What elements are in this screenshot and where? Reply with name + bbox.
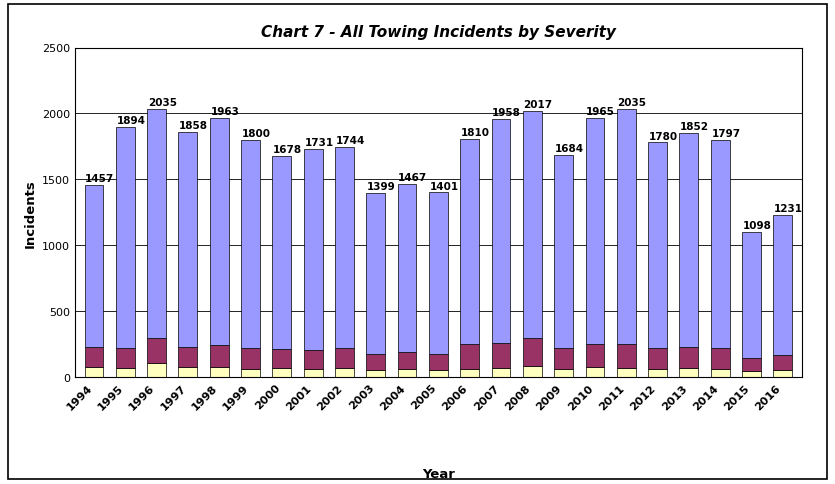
Bar	[680, 368, 698, 378]
Text: 1731: 1731	[304, 137, 333, 148]
Bar	[680, 134, 698, 347]
X-axis label: Year: Year	[422, 467, 455, 480]
Text: 1963: 1963	[210, 107, 240, 117]
Bar	[84, 368, 104, 378]
Bar	[147, 339, 166, 363]
Bar	[304, 150, 322, 350]
Bar	[335, 348, 354, 368]
Bar	[84, 347, 104, 368]
Bar	[742, 371, 761, 378]
Text: 1744: 1744	[336, 136, 365, 146]
Bar	[179, 368, 197, 378]
Bar	[648, 143, 667, 348]
Text: 1098: 1098	[743, 221, 772, 231]
Y-axis label: Incidents: Incidents	[23, 179, 37, 247]
Text: 1858: 1858	[179, 121, 208, 131]
Text: 1810: 1810	[461, 127, 490, 137]
Bar	[397, 369, 417, 378]
Text: 1678: 1678	[273, 145, 302, 155]
Text: 1399: 1399	[367, 182, 396, 191]
Text: 2035: 2035	[617, 98, 646, 107]
Bar	[617, 345, 635, 368]
Bar	[241, 369, 260, 378]
Bar	[272, 349, 291, 368]
Text: 1401: 1401	[429, 181, 458, 191]
Text: 2035: 2035	[148, 98, 177, 107]
Title: Chart 7 - All Towing Incidents by Severity: Chart 7 - All Towing Incidents by Severi…	[261, 25, 616, 40]
Bar	[523, 366, 542, 378]
Bar	[367, 354, 385, 370]
Bar	[711, 141, 730, 348]
Text: 1852: 1852	[680, 122, 709, 132]
Bar	[773, 215, 792, 355]
Bar	[711, 369, 730, 378]
Bar	[523, 339, 542, 366]
Bar	[554, 348, 573, 369]
Text: 1467: 1467	[398, 172, 428, 182]
Bar	[367, 193, 385, 354]
Text: 1457: 1457	[85, 174, 114, 184]
Bar	[147, 363, 166, 378]
Text: 1780: 1780	[649, 131, 678, 141]
Bar	[523, 112, 542, 339]
Bar	[742, 233, 761, 358]
Bar	[429, 193, 448, 354]
Bar	[84, 186, 104, 347]
Bar	[492, 120, 510, 343]
Bar	[680, 347, 698, 368]
Text: 1800: 1800	[241, 129, 271, 138]
Bar	[460, 139, 479, 345]
Bar	[304, 370, 322, 378]
Bar	[397, 184, 417, 352]
Bar	[241, 140, 260, 348]
Bar	[147, 109, 166, 339]
Bar	[742, 358, 761, 371]
Bar	[617, 109, 635, 345]
Bar	[554, 369, 573, 378]
Text: 1958: 1958	[492, 108, 521, 118]
Bar	[367, 370, 385, 378]
Text: 1231: 1231	[774, 203, 803, 213]
Bar	[179, 133, 197, 347]
Bar	[272, 157, 291, 349]
Bar	[272, 368, 291, 378]
Bar	[179, 347, 197, 368]
Bar	[617, 368, 635, 378]
Bar	[648, 369, 667, 378]
Text: 1894: 1894	[116, 116, 145, 126]
Bar	[460, 345, 479, 369]
Bar	[210, 368, 229, 378]
Bar	[335, 368, 354, 378]
Bar	[116, 348, 134, 368]
Bar	[492, 343, 510, 368]
Bar	[585, 345, 605, 368]
Bar	[773, 355, 792, 370]
Bar	[429, 370, 448, 378]
Bar	[210, 345, 229, 368]
Text: 1684: 1684	[554, 144, 584, 154]
Bar	[116, 128, 134, 348]
Bar	[585, 368, 605, 378]
Text: 1797: 1797	[711, 129, 741, 139]
Bar	[116, 368, 134, 378]
Bar	[210, 119, 229, 345]
Bar	[648, 348, 667, 369]
Text: 2017: 2017	[524, 100, 553, 110]
Bar	[773, 370, 792, 378]
Text: 1965: 1965	[586, 107, 615, 117]
Bar	[335, 148, 354, 348]
Bar	[492, 368, 510, 378]
Bar	[711, 348, 730, 369]
Bar	[429, 354, 448, 370]
Bar	[554, 156, 573, 348]
Bar	[585, 119, 605, 345]
Bar	[460, 369, 479, 378]
Bar	[241, 348, 260, 369]
Bar	[397, 352, 417, 369]
Bar	[304, 350, 322, 370]
